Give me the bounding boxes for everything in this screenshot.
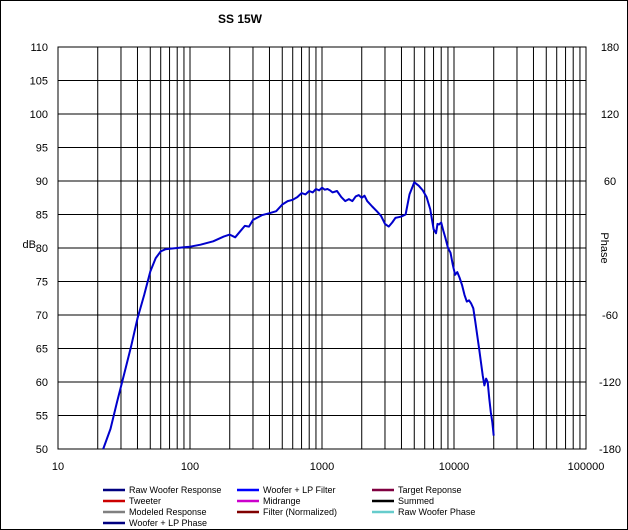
y2-tick-label: 180: [601, 42, 619, 54]
chart-title: SS 15W: [218, 12, 263, 26]
y-tick-label: 65: [36, 344, 48, 356]
legend-label: Midrange: [263, 496, 301, 506]
y2-axis-label: Phase: [598, 232, 610, 263]
y-tick-label: 100: [30, 109, 48, 121]
legend-label: Woofer + LP Filter: [263, 485, 335, 495]
legend-label: Raw Woofer Phase: [398, 507, 475, 517]
y-tick-label: 70: [36, 310, 48, 322]
y-axis-label: dB: [23, 239, 36, 251]
series-line-woofer-lp-filter: [102, 181, 495, 450]
y2-tick-label: -180: [599, 444, 621, 456]
y2-tick-label: -60: [602, 310, 618, 322]
legend-label: Raw Woofer Response: [129, 485, 221, 495]
legend-label: Summed: [398, 496, 434, 506]
legend: Raw Woofer Response Woofer + LP Filter Tar…: [103, 485, 475, 528]
legend-label: Target Reponse: [398, 485, 462, 495]
y-tick-label: 105: [30, 76, 48, 88]
y-tick-label: 95: [36, 143, 48, 155]
y2-tick-label: -120: [599, 377, 621, 389]
legend-label: Filter (Normalized): [263, 507, 337, 517]
y-tick-label: 60: [36, 377, 48, 389]
x-tick-label: 10: [52, 461, 64, 473]
y-tick-label: 55: [36, 411, 48, 423]
y-tick-label: 110: [30, 42, 48, 54]
y2-axis-ticks: -180 -120 -60 60 120 180: [599, 42, 621, 456]
y-tick-label: 80: [36, 243, 48, 255]
y2-tick-label: 120: [601, 109, 619, 121]
plot-area-border: [57, 46, 587, 450]
y-axis-ticks: 50 55 60 65 70 75 80 85 90 95 100 105 110: [30, 42, 48, 456]
y-tick-label: 85: [36, 210, 48, 222]
y2-tick-label: 60: [604, 176, 616, 188]
grid: [58, 46, 586, 450]
y-tick-label: 90: [36, 176, 48, 188]
y-tick-label: 75: [36, 277, 48, 289]
x-tick-label: 10000: [439, 461, 470, 473]
series-lines: [102, 181, 495, 450]
x-axis-ticks: 10 100 1000 10000 100000: [52, 461, 604, 473]
x-tick-label: 1000: [310, 461, 334, 473]
x-tick-label: 100: [181, 461, 199, 473]
x-tick-label: 100000: [568, 461, 605, 473]
legend-label: Tweeter: [129, 496, 161, 506]
legend-label: Woofer + LP Phase: [129, 518, 207, 528]
legend-label: Modeled Response: [129, 507, 207, 517]
y-tick-label: 50: [36, 444, 48, 456]
